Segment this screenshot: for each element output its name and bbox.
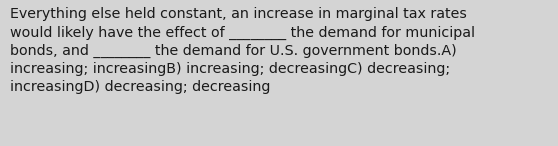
Text: Everything else held constant, an increase in marginal tax rates
would likely ha: Everything else held constant, an increa… (10, 7, 475, 94)
